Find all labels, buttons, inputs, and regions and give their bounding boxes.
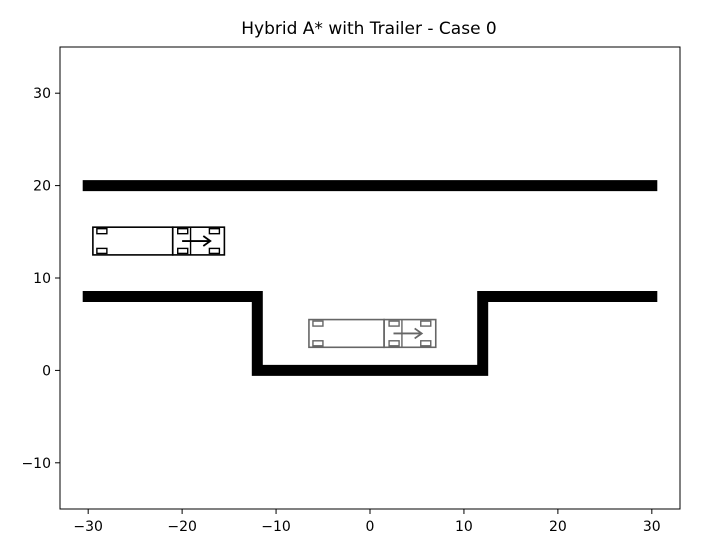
x-tick-label: 30: [643, 519, 661, 535]
x-tick-label: 10: [455, 519, 473, 535]
x-tick-label: 0: [366, 519, 375, 535]
y-tick-label: 0: [42, 363, 51, 379]
tractor-wheel: [388, 320, 400, 327]
vehicle-goal: [308, 318, 437, 349]
x-tick-label: −20: [167, 519, 197, 535]
trailer-wheel: [312, 320, 324, 327]
x-tick-label: −30: [73, 519, 103, 535]
trailer-wheel: [96, 227, 108, 235]
tractor-wheel: [420, 340, 432, 347]
y-axis: −10 0 10 20 30: [21, 86, 60, 472]
trailer-wheel: [96, 247, 108, 255]
tractor-wheel: [208, 247, 221, 255]
tractor-body: [171, 226, 226, 256]
tractor-body: [383, 318, 437, 349]
heading-arrow-head: [414, 327, 424, 340]
axes-frame: [59, 46, 681, 510]
y-tick-label: 20: [33, 179, 51, 195]
heading-arrow-head: [202, 235, 212, 247]
tractor-wheel: [177, 227, 189, 235]
x-tick-label: 20: [549, 519, 567, 535]
y-tick-label: −10: [21, 456, 51, 472]
y-tick-label: 10: [33, 271, 51, 287]
tractor-wheel: [177, 247, 189, 255]
vehicle-start: [92, 226, 226, 256]
x-axis: −30 −20 −10 0 10 20 30: [73, 509, 661, 535]
tractor-wheel: [388, 340, 400, 347]
trailer-body: [92, 226, 174, 256]
plot-area: [82, 180, 658, 376]
trailer-body: [308, 318, 385, 349]
chart-title: Hybrid A* with Trailer - Case 0: [241, 19, 497, 39]
y-tick-label: 30: [33, 86, 51, 102]
x-tick-label: −10: [261, 519, 291, 535]
obstacle-wall-1: [82, 291, 658, 376]
trailer-wheel: [312, 340, 324, 347]
tractor-wheel: [208, 227, 221, 235]
tractor-wheel: [420, 320, 432, 327]
